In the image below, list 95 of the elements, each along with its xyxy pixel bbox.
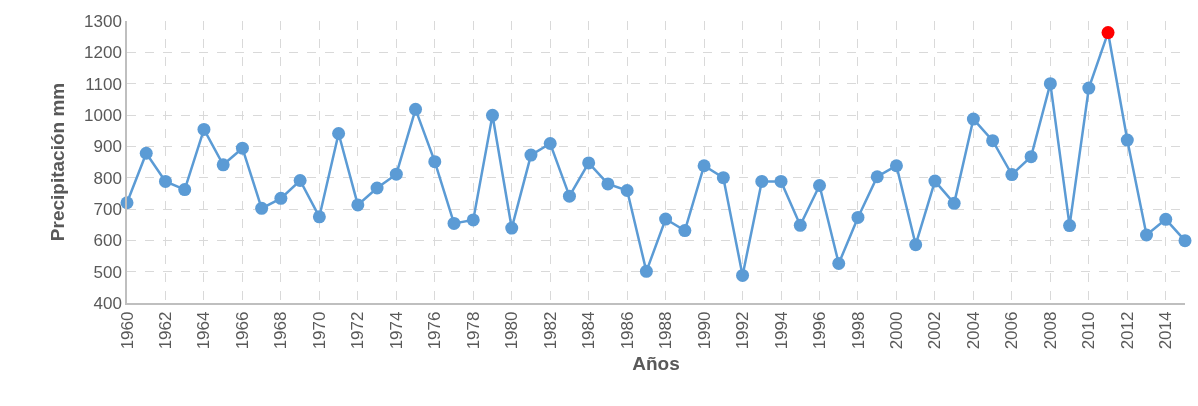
x-tick-label: 1970 — [309, 311, 329, 350]
point — [889, 159, 903, 173]
x-axis-title: Años — [632, 352, 680, 374]
y-tick-label: 700 — [93, 199, 122, 219]
point — [216, 158, 230, 172]
x-tick-label: 1986 — [617, 311, 637, 350]
y-tick-label: 500 — [93, 262, 122, 282]
point — [620, 184, 634, 197]
y-tick-label: 1300 — [84, 11, 122, 31]
x-tick-label: 2004 — [963, 311, 983, 350]
x-tick-label: 1978 — [463, 311, 483, 350]
point — [1063, 219, 1077, 233]
point — [870, 170, 884, 184]
x-tick-label: 1972 — [348, 311, 368, 350]
x-tick-label: 1980 — [502, 311, 522, 350]
point — [389, 167, 403, 181]
point — [1101, 26, 1115, 40]
point — [1140, 228, 1154, 242]
x-tick-label: 1960 — [117, 311, 137, 350]
point — [332, 126, 346, 140]
x-tick-label: 1976 — [425, 311, 445, 350]
x-tick-label: 1982 — [540, 311, 560, 350]
point — [986, 134, 1000, 148]
y-tick-label: 1000 — [84, 105, 122, 125]
point — [235, 141, 249, 155]
point — [639, 264, 653, 278]
point — [697, 159, 711, 173]
point — [486, 108, 499, 122]
y-tick-label: 600 — [93, 231, 122, 251]
point — [370, 181, 384, 195]
point — [793, 218, 807, 232]
point — [813, 179, 827, 192]
y-tick-label: 400 — [93, 293, 122, 313]
point — [736, 268, 750, 282]
x-tick-label: 1988 — [656, 311, 676, 350]
x-tick-label: 2012 — [1117, 311, 1137, 350]
x-tick-label: 2006 — [1002, 311, 1022, 350]
point — [601, 177, 615, 191]
point — [351, 198, 365, 212]
y-tick-label: 800 — [93, 168, 122, 188]
point — [774, 174, 788, 188]
x-tick-label: 2014 — [1156, 311, 1176, 350]
point — [1159, 212, 1173, 226]
point — [851, 210, 865, 224]
x-tick-label: 1962 — [155, 311, 175, 350]
x-tick-label: 2008 — [1040, 311, 1060, 350]
point — [755, 174, 769, 188]
y-axis-title: Precipitación mm — [47, 82, 69, 242]
x-tick-label: 1998 — [848, 311, 868, 350]
point — [928, 174, 942, 188]
point — [409, 102, 423, 116]
point — [562, 189, 576, 203]
point — [659, 212, 673, 226]
point — [1043, 77, 1057, 91]
point — [1005, 168, 1019, 182]
point — [447, 216, 461, 230]
point — [678, 224, 692, 238]
x-tick-label: 2002 — [925, 311, 945, 350]
point — [428, 155, 442, 169]
x-tick-label: 1994 — [771, 311, 791, 350]
point — [312, 210, 326, 224]
x-tick-label: 1984 — [579, 311, 599, 350]
point — [1082, 81, 1096, 95]
point — [582, 156, 596, 170]
point — [966, 112, 980, 126]
point — [524, 148, 538, 162]
point — [139, 146, 153, 160]
y-tick-label: 1200 — [84, 43, 122, 63]
x-tick-label: 1964 — [194, 311, 214, 350]
x-tick-label: 1968 — [271, 311, 291, 350]
x-tick-label: 1990 — [694, 311, 714, 350]
x-tick-label: 1966 — [232, 311, 252, 350]
point — [178, 183, 192, 197]
x-tick-label: 1996 — [810, 311, 830, 350]
point — [197, 122, 211, 136]
point — [274, 191, 288, 205]
point — [255, 201, 269, 215]
point — [909, 238, 923, 252]
point — [1024, 150, 1038, 164]
y-tick-label: 1100 — [85, 74, 122, 94]
x-tick-label: 1974 — [386, 311, 406, 350]
point — [505, 221, 519, 235]
y-tick-label: 900 — [93, 137, 122, 157]
point — [947, 196, 961, 210]
x-tick-label: 2010 — [1079, 311, 1099, 350]
point — [716, 171, 730, 185]
point — [1178, 234, 1192, 248]
point — [466, 213, 480, 227]
point — [832, 257, 846, 271]
point — [158, 174, 172, 188]
point — [543, 137, 557, 150]
point — [1120, 133, 1134, 147]
point — [293, 173, 307, 187]
x-tick-label: 1992 — [733, 311, 753, 350]
x-tick-label: 2000 — [886, 311, 906, 350]
